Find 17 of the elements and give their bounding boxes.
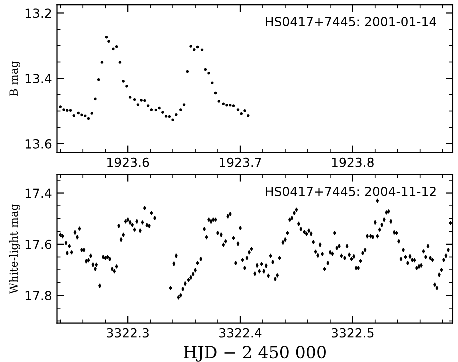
x-tick-label: 1923.8 <box>332 158 374 168</box>
y-tick-label: 13.2 <box>26 8 52 18</box>
y-tick-label: 13.6 <box>26 139 52 149</box>
x-axis-title: HJD − 2 450 000 <box>184 346 326 362</box>
y-tick-label: 17.4 <box>26 188 52 198</box>
x-tick-label: 1923.7 <box>220 158 262 168</box>
y-tick-label: 17.6 <box>26 240 52 250</box>
y-axis-title: White-light mag <box>9 204 20 294</box>
x-tick-label: 1923.6 <box>108 158 150 168</box>
annotation: HS0417+7445: 2001-01-14 <box>266 17 436 27</box>
annotation: HS0417+7445: 2004-11-12 <box>266 186 436 196</box>
x-tick-label: 3322.5 <box>332 328 374 338</box>
x-tick-label: 3322.4 <box>220 328 262 338</box>
y-tick-label: 17.8 <box>26 291 52 301</box>
y-axis-title: B mag <box>10 61 20 96</box>
y-tick-label: 13.4 <box>26 74 52 84</box>
x-tick-label: 3322.3 <box>107 328 149 338</box>
